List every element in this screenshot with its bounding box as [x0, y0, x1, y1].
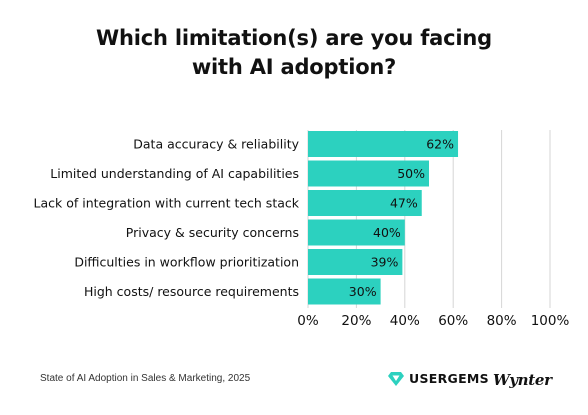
- bars: 62%50% 47% 40% 39% 30%: [308, 131, 459, 305]
- x-tick-label: 20%: [341, 313, 371, 329]
- category-label: Limited understanding of AI capabilities: [50, 166, 299, 181]
- category-label: Difficulties in workflow prioritization: [74, 255, 299, 270]
- chart-title: Which limitation(s) are you facing with …: [0, 24, 588, 82]
- bar: [308, 219, 405, 246]
- bar: [308, 249, 403, 275]
- bar-value-label: 50%: [397, 166, 425, 181]
- category-label: Data accuracy & reliability: [133, 137, 299, 152]
- usergems-wordmark: USERGEMS: [409, 371, 489, 386]
- gem-icon: [388, 371, 404, 386]
- bar-value-label: 30%: [349, 284, 377, 299]
- wynter-wordmark: Wynter: [493, 371, 552, 389]
- bar: [308, 278, 381, 305]
- category-label: Privacy & security concerns: [126, 225, 299, 240]
- chart-title-line-2: with AI adoption?: [191, 55, 397, 79]
- wynter-logo: Wynter: [493, 371, 552, 389]
- chart-title-line-1: Which limitation(s) are you facing: [96, 26, 492, 50]
- bar-value-label: 40%: [373, 225, 401, 240]
- x-tick-label: 60%: [438, 313, 468, 329]
- category-label: High costs/ resource requirements: [84, 284, 299, 299]
- source-note: State of AI Adoption in Sales & Marketin…: [40, 373, 251, 384]
- x-tick-labels: 0% 20% 40% 60% 80% 100%: [297, 313, 569, 329]
- usergems-logo: USERGEMS: [388, 371, 489, 386]
- bar: [308, 160, 429, 187]
- x-tick-label: 100%: [531, 313, 570, 329]
- category-label: Lack of integration with current tech st…: [34, 196, 300, 211]
- bar-value-label: 47%: [390, 196, 418, 211]
- x-tick-label: 0%: [297, 313, 319, 329]
- bar: [308, 131, 459, 157]
- bar-value-label: 39%: [371, 255, 399, 270]
- x-tick-label: 40%: [390, 313, 420, 329]
- bar-value-label: 62%: [426, 137, 454, 152]
- grid-lines: [307, 130, 551, 308]
- bar: [308, 190, 422, 216]
- x-tick-label: 80%: [487, 313, 517, 329]
- category-labels: Data accuracy & reliability Limited under…: [34, 137, 300, 300]
